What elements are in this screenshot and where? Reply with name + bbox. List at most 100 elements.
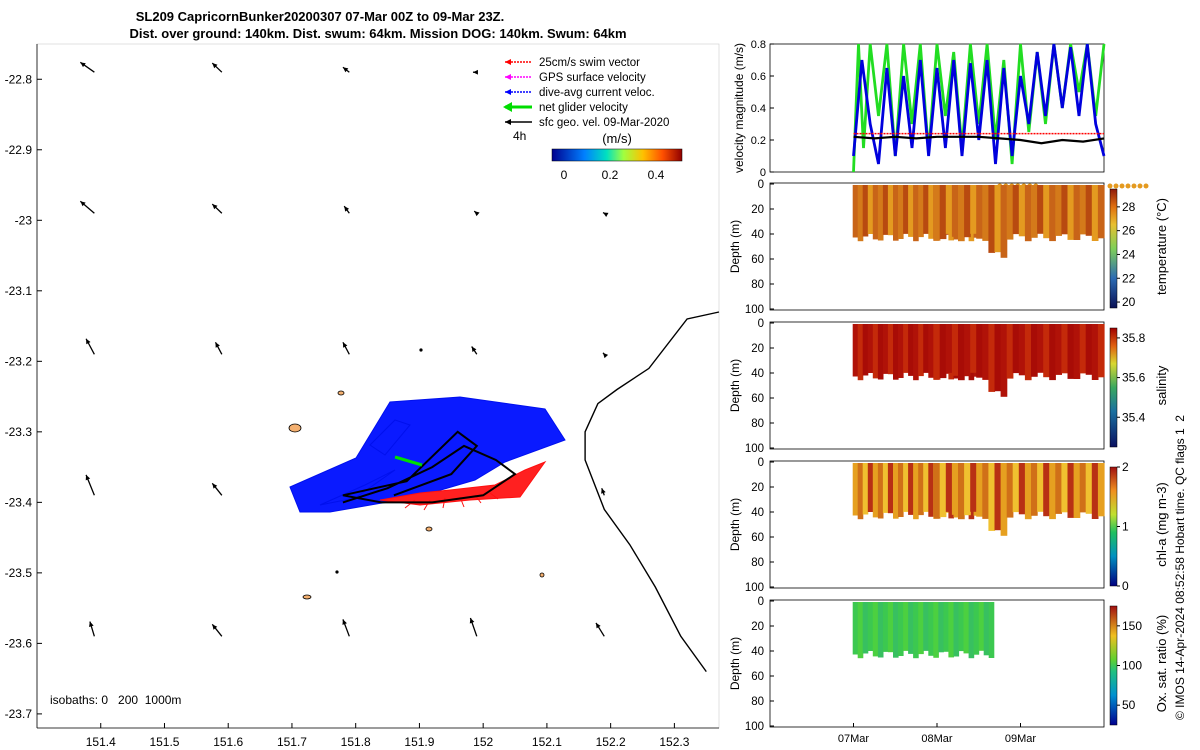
section-profile-column	[857, 185, 864, 242]
section-profile-column	[958, 324, 965, 381]
section-profile-column	[903, 463, 909, 512]
section-profile-column	[1006, 463, 1014, 518]
section-profile-column	[923, 602, 929, 651]
section-y-tick-label: 20	[751, 482, 764, 494]
section-profile-column	[867, 463, 874, 512]
section-profile-column	[852, 602, 859, 655]
section-profile-column	[898, 185, 904, 239]
section-profile-column	[877, 602, 884, 658]
section-colorbar-label: chl-a (mg m-3)	[1154, 482, 1169, 567]
section-surface-dot	[1107, 183, 1113, 189]
section-surface-dot	[1131, 183, 1137, 189]
section-profile-column	[994, 185, 1002, 253]
legend-item-geo: sfc geo. vel. 09-Mar-2020	[505, 117, 669, 129]
section-profile-column	[887, 185, 894, 236]
section-profile-column	[1000, 463, 1008, 536]
section-profile-column	[938, 602, 944, 653]
section-colorbar-tick-label: 50	[1122, 698, 1136, 712]
title-line-1: SL209 CapricornBunker20200307 07-Mar 00Z…	[136, 9, 505, 24]
geo-vector-head	[342, 342, 348, 348]
section-profile-column	[882, 324, 889, 374]
map-legend: 25cm/s swim vector GPS surface velocity …	[503, 57, 669, 143]
section-profile-column	[988, 463, 996, 531]
geo-vector-head	[86, 338, 91, 345]
section-profile-column	[1097, 185, 1105, 239]
section-profile-column	[908, 602, 914, 654]
section-profile-column	[893, 185, 899, 241]
section-colorbar	[1109, 188, 1118, 309]
section-profile-column	[877, 324, 884, 380]
section-profile-column	[1043, 463, 1050, 517]
copyright-note: © IMOS 14-Apr-2024 08:52:58 Hobart time.…	[1173, 415, 1187, 720]
section-profile-column	[1085, 324, 1093, 375]
section-profile-column	[964, 463, 971, 516]
geo-vector-head	[89, 621, 94, 627]
section-profile-column	[933, 185, 941, 241]
section-profile-column	[872, 185, 879, 240]
section-colorbar-tick-label: 20	[1122, 295, 1136, 309]
section-profile-column	[923, 324, 929, 373]
geo-vector-head	[215, 342, 220, 348]
bathymetry-contours	[288, 348, 545, 600]
section-profile-column	[958, 185, 965, 242]
section-profile-column	[1018, 463, 1026, 515]
section-profile-column	[1024, 324, 1032, 381]
map-x-tick-label: 151.5	[149, 735, 179, 749]
section-profile-column	[872, 463, 879, 518]
section-profile-column	[1085, 185, 1093, 236]
section-profile-column	[867, 324, 874, 373]
section-panel: 0 20 40 60 80 100 Depth (m) 20 22 24 26 28 temperatu…	[728, 179, 1169, 316]
coastline	[584, 311, 720, 673]
section-profile-column	[1079, 463, 1087, 513]
section-profile-column	[913, 324, 919, 381]
section-profile-column	[898, 463, 904, 517]
section-profile-column	[1031, 185, 1038, 238]
section-profile-column	[928, 463, 934, 517]
section-profile-column	[882, 602, 889, 652]
section-profile-column	[857, 602, 864, 659]
section-profile-column	[983, 602, 990, 656]
section-profile-column	[953, 602, 960, 657]
section-profile-column	[1091, 324, 1099, 380]
section-profile-column	[877, 463, 884, 519]
section-surface-dot	[1125, 183, 1131, 189]
section-profile-column	[1024, 463, 1032, 520]
map-x-tick-label: 151.4	[86, 735, 116, 749]
section-profile-column	[857, 463, 864, 520]
geo-vector-head	[344, 206, 350, 212]
section-surface-dot	[1119, 183, 1125, 189]
section-profile-column	[951, 185, 959, 237]
section-profile-column	[933, 602, 939, 658]
section-colorbar	[1109, 605, 1118, 726]
section-colorbar-label: salinity	[1154, 365, 1169, 405]
map-x-ticks: 151.4 151.5 151.6 151.7 151.8 151.9 152 152.1 15…	[86, 723, 690, 749]
section-profile-column	[913, 602, 919, 659]
section-y-tick-label: 0	[758, 596, 764, 608]
section-profile-column	[1067, 463, 1075, 518]
section-y-tick-label: 60	[751, 393, 764, 405]
geo-vector-head	[85, 474, 91, 481]
section-y-tick-label: 0	[758, 318, 764, 330]
section-colorbar-label: Ox. sat. ratio (%)	[1154, 615, 1169, 713]
section-profile-column	[882, 185, 889, 235]
section-y-tick-label: 40	[751, 507, 764, 519]
section-colorbar-tick-label: 26	[1122, 224, 1136, 238]
section-y-tick-label: 40	[751, 229, 764, 241]
velocity-y-tick-label: 0.2	[751, 135, 766, 147]
map-y-tick-label: -23.5	[5, 566, 33, 580]
section-y-tick-label: 20	[751, 621, 764, 633]
section-profile-column	[867, 185, 874, 234]
section-profile-column	[893, 602, 899, 658]
map-x-tick-label: 152.2	[596, 735, 626, 749]
map-y-tick-label: -23.6	[5, 636, 33, 650]
section-profile-column	[918, 185, 924, 238]
geo-vector-head	[80, 62, 86, 68]
section-colorbar-tick-label: 1	[1122, 520, 1129, 534]
section-profile-column	[887, 324, 894, 375]
section-profile-column	[903, 602, 909, 651]
section-profile-column	[945, 324, 953, 373]
section-profile-column	[1079, 324, 1087, 374]
section-y-tick-label: 80	[751, 696, 764, 708]
legend-label-geo: sfc geo. vel. 09-Mar-2020	[539, 117, 669, 129]
section-profile-column	[1061, 463, 1069, 513]
